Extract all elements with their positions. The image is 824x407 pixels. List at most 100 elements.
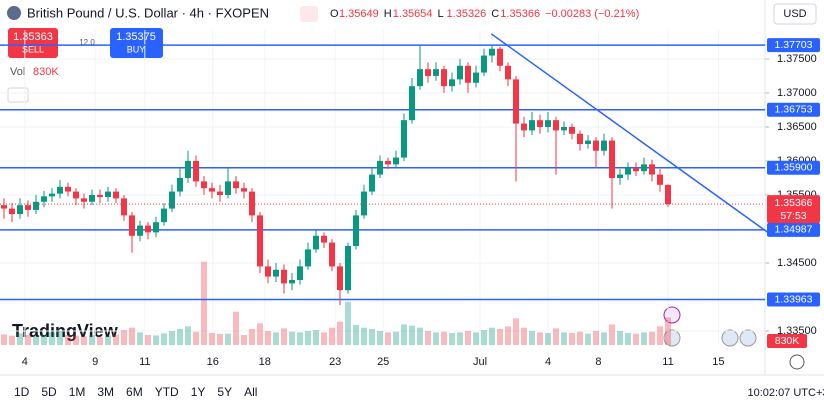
- y-tick-label: 1.33500: [777, 325, 817, 337]
- candle-body: [497, 48, 503, 66]
- collapse-button[interactable]: [7, 87, 29, 103]
- volume-last-box: [767, 334, 807, 348]
- volume-bar: [233, 311, 239, 345]
- volume-bar: [369, 329, 375, 345]
- range-button[interactable]: 5Y: [217, 385, 232, 399]
- volume-bar: [249, 329, 255, 345]
- volume-bar: [145, 335, 151, 345]
- sell-label[interactable]: SELL: [22, 44, 44, 54]
- candle-body: [241, 188, 247, 192]
- buy-label[interactable]: BUY: [127, 44, 146, 54]
- volume-bar: [201, 261, 207, 345]
- candle-body: [161, 208, 167, 223]
- level-label-box: [767, 222, 820, 237]
- trendline: [490, 33, 770, 234]
- range-button[interactable]: 6M: [126, 385, 143, 399]
- level-label: 1.33963: [775, 293, 813, 305]
- candle-body: [289, 279, 295, 284]
- volume-bar: [81, 336, 87, 345]
- range-button[interactable]: 5D: [41, 385, 57, 399]
- candle-body: [353, 215, 359, 246]
- volume-bar: [617, 331, 623, 345]
- volume-bar: [593, 331, 599, 345]
- range-button[interactable]: All: [244, 385, 257, 399]
- volume-bar: [217, 334, 223, 345]
- volume-bar: [49, 332, 55, 345]
- volume-bar: [41, 334, 47, 345]
- volume-bar: [393, 331, 399, 345]
- candle-body: [49, 193, 55, 197]
- volume-bar: [185, 326, 191, 345]
- buy-price[interactable]: 1.35375: [116, 31, 156, 43]
- volume-bar: [329, 327, 335, 345]
- range-button[interactable]: YTD: [155, 385, 179, 399]
- volume-last-label: 830K: [775, 335, 800, 347]
- volume-bar: [601, 332, 607, 345]
- candle-body: [521, 123, 527, 131]
- candle-body: [617, 174, 623, 178]
- volume-bar: [209, 333, 215, 345]
- range-button[interactable]: 3M: [97, 385, 114, 399]
- candle-body: [505, 65, 511, 80]
- volume-bar: [417, 327, 423, 345]
- candle-body: [185, 160, 191, 178]
- volume-bar: [433, 332, 439, 345]
- settings-icon[interactable]: [789, 354, 805, 370]
- volume-bar: [657, 326, 663, 345]
- volume-bar: [497, 329, 503, 345]
- volume-bar: [25, 335, 31, 345]
- volume-bar: [609, 324, 615, 345]
- event-icon[interactable]: [721, 329, 739, 347]
- x-tick-label: 8: [595, 356, 601, 368]
- range-button[interactable]: 1D: [14, 385, 30, 399]
- ohlc-label: L: [438, 8, 444, 20]
- candle-body: [225, 181, 231, 195]
- candle-body: [0, 205, 7, 209]
- candle-body: [265, 266, 271, 277]
- candle-body: [577, 133, 583, 144]
- range-button[interactable]: 1M: [69, 385, 86, 399]
- sell-button[interactable]: [8, 28, 58, 58]
- x-tick-label: 11: [662, 356, 673, 368]
- candle-body: [281, 269, 287, 284]
- level-label-box: [767, 160, 820, 175]
- buy-button[interactable]: [110, 28, 163, 58]
- volume-bar: [553, 328, 559, 345]
- volume-bar: [521, 327, 527, 345]
- range-button[interactable]: 1Y: [191, 385, 206, 399]
- candle-body: [425, 69, 431, 76]
- level-label: 1.35900: [775, 162, 813, 174]
- candle-body: [457, 65, 463, 80]
- volume-bar: [337, 321, 343, 345]
- volume-bar: [473, 332, 479, 345]
- volume-bar: [489, 327, 495, 345]
- volume-bar: [273, 332, 279, 345]
- volume-bar: [281, 328, 287, 345]
- candle-body: [17, 205, 23, 215]
- candle-body: [433, 69, 439, 76]
- candle-body: [305, 249, 311, 267]
- volume-bar: [169, 331, 175, 345]
- candle-body: [345, 245, 351, 291]
- sell-price[interactable]: 1.35363: [13, 31, 53, 43]
- candle-body: [513, 79, 519, 124]
- volume-bar: [161, 333, 167, 345]
- candle-body: [33, 201, 39, 210]
- volume-bar: [0, 334, 7, 345]
- volume-bar: [265, 331, 271, 345]
- candle-body: [137, 225, 143, 236]
- volume-name: Vol: [10, 66, 25, 78]
- volume-last: 830K: [33, 66, 59, 78]
- level-label-box: [767, 102, 820, 117]
- event-icon[interactable]: [739, 329, 757, 347]
- candle-body: [201, 181, 207, 189]
- currency[interactable]: USD: [783, 8, 806, 20]
- volume-bar: [457, 332, 463, 345]
- candle-body: [169, 191, 175, 209]
- currency-box[interactable]: [773, 3, 817, 25]
- volume-bar: [577, 331, 583, 345]
- candle-body: [89, 194, 95, 202]
- volume-bar: [177, 329, 183, 345]
- volume-bar: [129, 327, 135, 345]
